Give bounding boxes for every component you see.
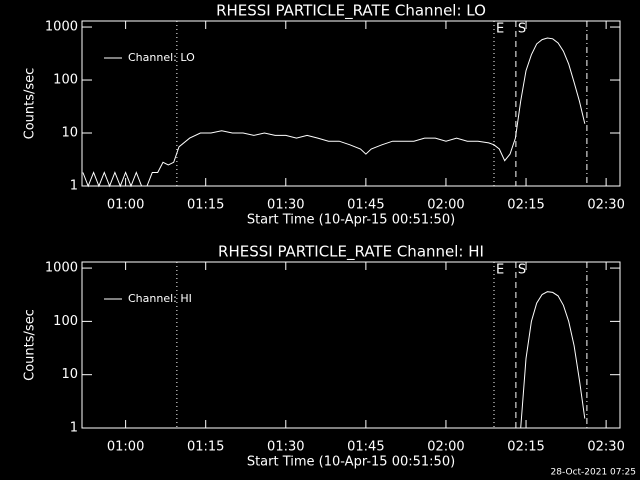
x-tick-label: 01:00: [107, 440, 144, 455]
legend-label: Channel: LO: [128, 51, 195, 64]
y-tick-label: 1: [70, 179, 78, 194]
x-tick-label: 02:15: [507, 198, 544, 213]
chart-title: RHESSI PARTICLE_RATE Channel: HI: [218, 243, 484, 262]
x-tick-label: 02:00: [427, 440, 464, 455]
x-tick-label: 01:45: [347, 198, 384, 213]
x-tick-label: 01:30: [267, 198, 304, 213]
y-axis-label: Counts/sec: [23, 68, 38, 140]
y-tick-label: 10: [61, 126, 78, 141]
y-tick-label: 100: [53, 73, 78, 88]
event-label: E: [496, 263, 504, 278]
y-tick-label: 100: [53, 314, 78, 329]
x-tick-label: 02:15: [507, 440, 544, 455]
x-tick-label: 02:30: [587, 198, 624, 213]
x-axis-label: Start Time (10-Apr-15 00:51:50): [247, 455, 455, 470]
data-line: [82, 37, 586, 188]
footer: 28-Oct-2021 07:25: [551, 468, 636, 478]
event-label: E: [496, 22, 504, 37]
data-line: [520, 291, 586, 429]
y-axis-label: Counts/sec: [23, 309, 38, 381]
event-label: S: [518, 22, 526, 37]
x-tick-label: 01:15: [187, 440, 224, 455]
y-tick-label: 1000: [45, 20, 78, 35]
event-label: S: [518, 263, 526, 278]
y-tick-label: 1000: [45, 261, 78, 276]
x-axis-label: Start Time (10-Apr-15 00:51:50): [247, 213, 455, 228]
chart-title: RHESSI PARTICLE_RATE Channel: LO: [216, 2, 486, 21]
y-tick-label: 1: [70, 421, 78, 436]
x-tick-label: 02:00: [427, 198, 464, 213]
x-tick-label: 01:30: [267, 440, 304, 455]
plot-frame: [81, 261, 621, 429]
plot-frame: [81, 20, 621, 187]
y-tick-label: 10: [61, 367, 78, 382]
x-tick-label: 01:15: [187, 198, 224, 213]
x-tick-label: 01:45: [347, 440, 384, 455]
x-tick-label: 02:30: [587, 440, 624, 455]
legend-label: Channel: HI: [128, 292, 192, 305]
x-tick-label: 01:00: [107, 198, 144, 213]
